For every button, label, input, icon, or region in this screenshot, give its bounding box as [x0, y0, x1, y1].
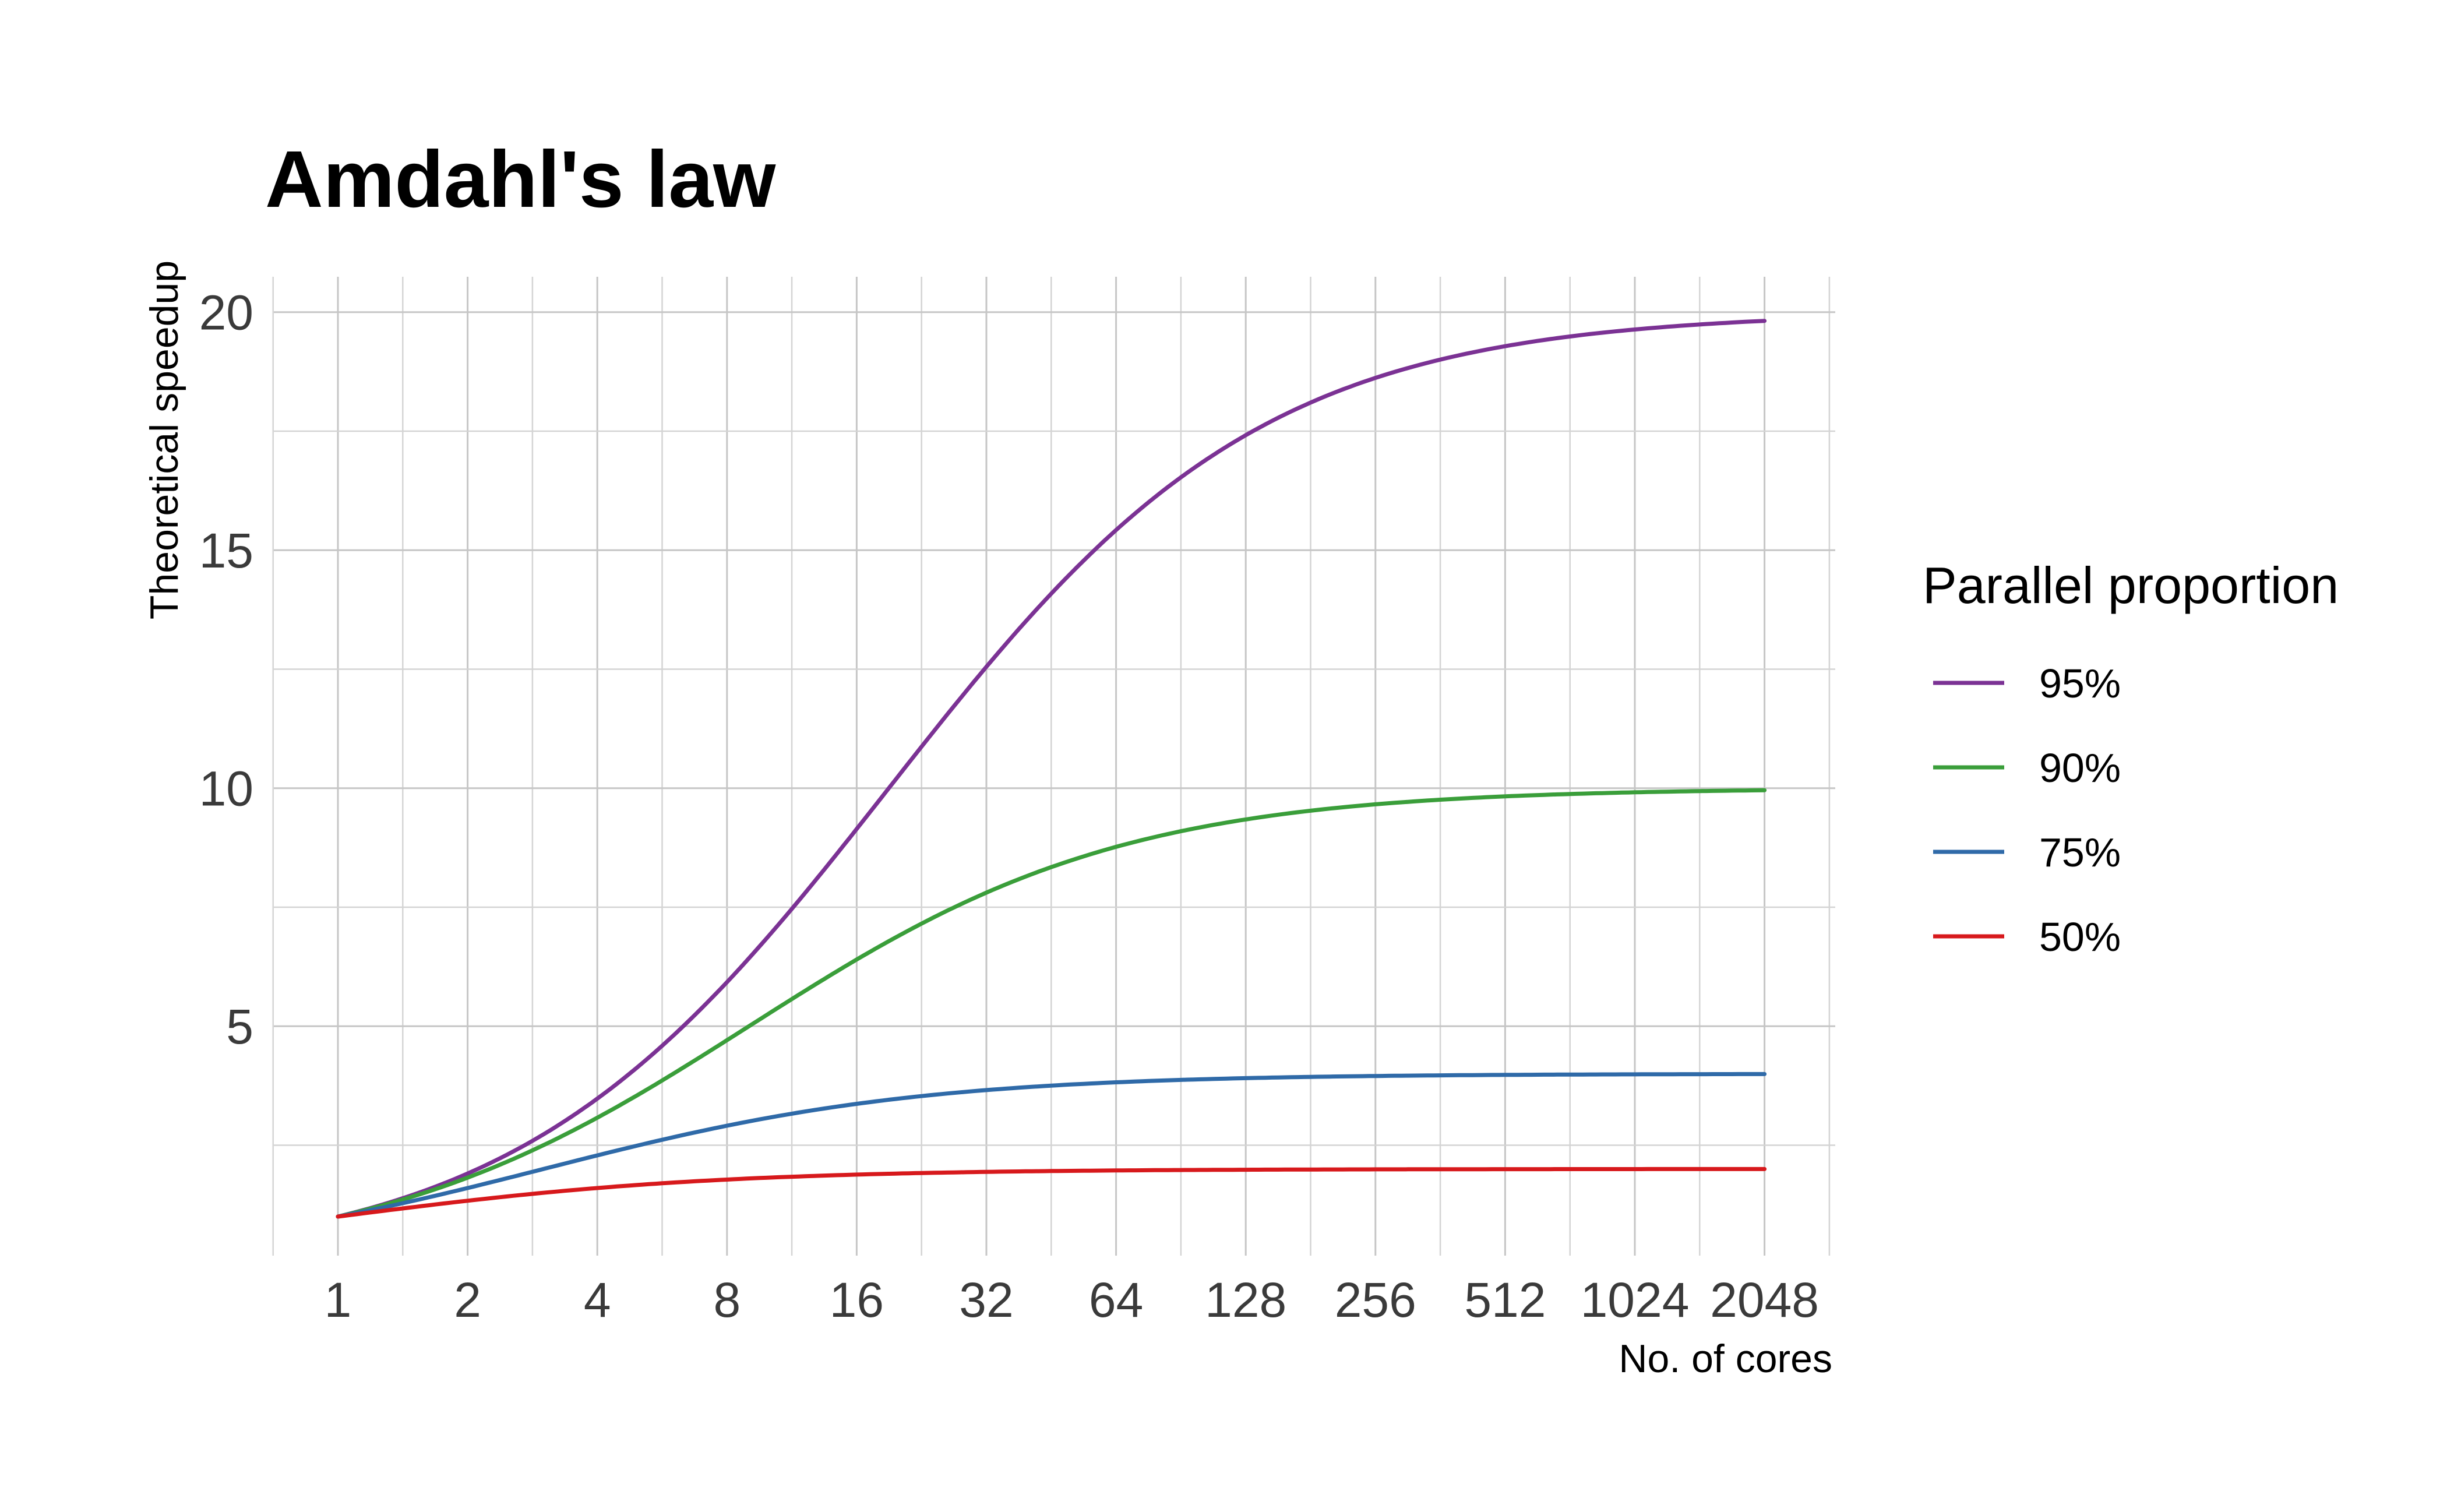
- series-layer: [336, 319, 1767, 1219]
- x-tick-label: 4: [584, 1273, 611, 1327]
- x-tick-label: 2048: [1710, 1273, 1819, 1327]
- x-tick-label: 8: [713, 1273, 741, 1327]
- legend: Parallel proportion 95% 90% 75% 50%: [1923, 556, 2339, 960]
- y-axis-title: Theoretical speedup: [142, 260, 186, 619]
- legend-item: 50%: [1933, 914, 2121, 960]
- series-line-95pct: [336, 319, 1767, 1219]
- series-line-75pct: [336, 1072, 1767, 1219]
- y-tick-label: 15: [199, 523, 253, 578]
- legend-item: 90%: [1933, 745, 2121, 791]
- x-tick-label: 64: [1089, 1273, 1143, 1327]
- legend-label: 90%: [2039, 745, 2121, 791]
- x-tick-label: 1024: [1581, 1273, 1690, 1327]
- legend-items: 95% 90% 75% 50%: [1933, 661, 2121, 960]
- x-tick-label: 2: [454, 1273, 481, 1327]
- legend-item: 75%: [1933, 830, 2121, 875]
- x-tick-label: 1: [325, 1273, 352, 1327]
- x-axis-title: No. of cores: [1619, 1337, 1832, 1381]
- x-tick-label: 32: [959, 1273, 1013, 1327]
- legend-title: Parallel proportion: [1923, 556, 2339, 614]
- series-line-90pct: [336, 788, 1767, 1219]
- series-line-50pct: [336, 1166, 1767, 1219]
- y-tick-label: 5: [226, 999, 253, 1054]
- legend-label: 95%: [2039, 661, 2121, 706]
- chart-title: Amdahl's law: [265, 135, 776, 224]
- y-axis-ticks: 5 10 15 20: [199, 286, 253, 1054]
- grid: [272, 277, 1835, 1256]
- x-tick-label: 512: [1464, 1273, 1546, 1327]
- legend-item: 95%: [1933, 661, 2121, 706]
- x-tick-label: 256: [1335, 1273, 1416, 1327]
- y-tick-label: 10: [199, 762, 253, 816]
- x-tick-label: 16: [830, 1273, 884, 1327]
- legend-label: 50%: [2039, 914, 2121, 960]
- x-axis-ticks: 1 2 4 8 16 32 64 128 256 512 1024 2048: [325, 1273, 1819, 1327]
- x-tick-label: 128: [1205, 1273, 1286, 1327]
- legend-label: 75%: [2039, 830, 2121, 875]
- y-tick-label: 20: [199, 286, 253, 340]
